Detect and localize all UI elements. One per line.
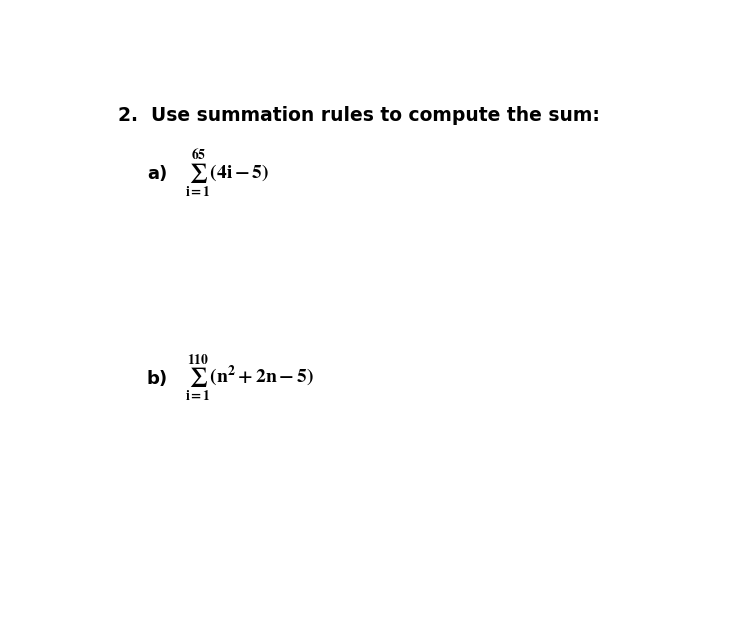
Text: $\mathbf{\sum_{i=1}^{65}(4i - 5)}$: $\mathbf{\sum_{i=1}^{65}(4i - 5)}$ (185, 148, 269, 200)
Text: $\mathbf{\sum_{i=1}^{110}(n^2 + 2n - 5)}$: $\mathbf{\sum_{i=1}^{110}(n^2 + 2n - 5)}… (185, 353, 314, 404)
Text: a): a) (147, 165, 167, 183)
Text: 2.  Use summation rules to compute the sum:: 2. Use summation rules to compute the su… (118, 106, 599, 125)
Text: b): b) (147, 370, 168, 387)
